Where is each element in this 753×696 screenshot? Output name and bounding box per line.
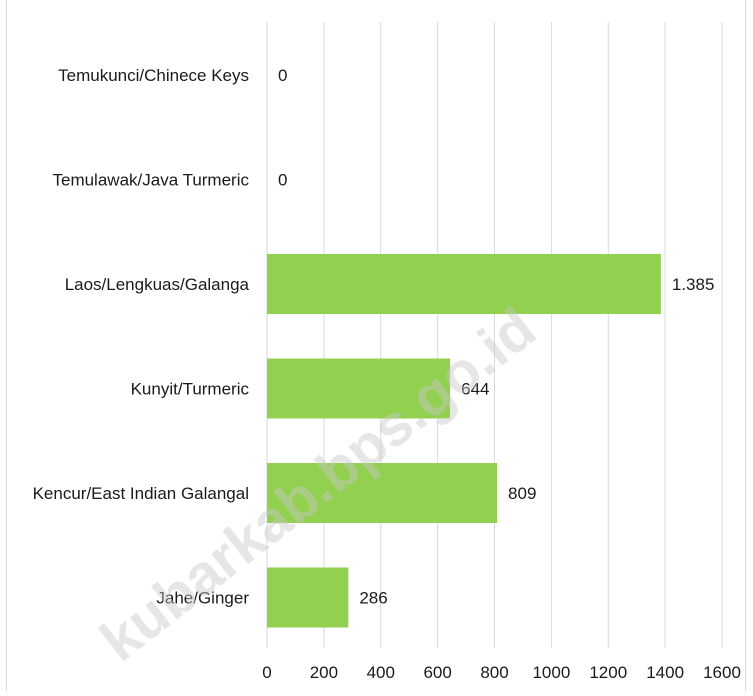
- value-label: 644: [461, 380, 489, 399]
- bar: [267, 254, 661, 314]
- value-labels: 0 0 1.385 644 809 286: [278, 66, 714, 608]
- value-label: 1.385: [672, 275, 715, 294]
- x-tick-label: 1200: [589, 663, 627, 682]
- value-label: 0: [278, 171, 287, 190]
- gridlines: [266, 22, 723, 648]
- category-label: Laos/Lengkuas/Galanga: [65, 275, 250, 294]
- value-label: 809: [508, 484, 536, 503]
- bars: [267, 254, 661, 628]
- category-label: Kencur/East Indian Galangal: [33, 484, 249, 503]
- x-tick-label: 0: [262, 663, 271, 682]
- category-label: Temulawak/Java Turmeric: [52, 171, 249, 190]
- x-tick-label: 1400: [646, 663, 684, 682]
- value-label: 0: [278, 66, 287, 85]
- bar: [267, 358, 451, 419]
- value-label: 286: [359, 589, 387, 608]
- category-labels: Temukunci/Chinece Keys Temulawak/Java Tur…: [33, 66, 250, 608]
- x-tick-label: 600: [423, 663, 451, 682]
- x-tick-label: 1600: [703, 663, 741, 682]
- x-tick-label: 400: [367, 663, 395, 682]
- x-tick-label: 800: [480, 663, 508, 682]
- x-tick-label: 1000: [532, 663, 570, 682]
- category-label: Jahe/Ginger: [156, 589, 249, 608]
- x-tick-label: 200: [310, 663, 338, 682]
- x-tick-labels: 0 200 400 600 800 1000 1200 1400 1600: [262, 663, 741, 682]
- category-label: Temukunci/Chinece Keys: [58, 66, 249, 85]
- category-label: Kunyit/Turmeric: [131, 380, 250, 399]
- bar: [267, 567, 349, 628]
- bar: [267, 463, 498, 523]
